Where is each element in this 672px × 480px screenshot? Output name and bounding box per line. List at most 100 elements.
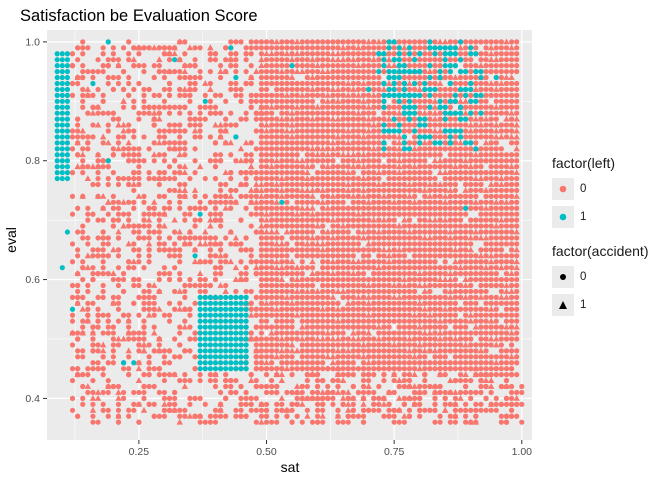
point-2214: [468, 330, 474, 336]
point-3438: [243, 193, 249, 199]
point-1034: [355, 300, 362, 306]
point-956: [345, 110, 351, 116]
point-2835: [182, 140, 188, 146]
point-2792: [120, 276, 127, 283]
point-4595: [411, 395, 418, 402]
point-1108: [360, 175, 367, 181]
point-3654: [110, 383, 116, 390]
point-4593: [309, 395, 316, 402]
point-502: [304, 240, 311, 247]
point-2080: [452, 181, 459, 188]
point-422: [294, 80, 300, 87]
point-2150: [457, 51, 464, 57]
point-2481: [493, 282, 499, 289]
point-405: [294, 181, 300, 188]
point-2232: [468, 217, 474, 223]
point-1804: [427, 241, 433, 247]
point-121: [269, 294, 275, 300]
point-711: [325, 271, 331, 277]
point-925: [345, 299, 352, 306]
point-1137: [366, 336, 372, 342]
point-4402: [401, 412, 408, 419]
point-4093: [110, 51, 116, 57]
point-4108: [141, 330, 147, 336]
point-151: [269, 116, 275, 122]
point-548: [309, 300, 316, 306]
point-4039: [141, 383, 147, 390]
point-373: [289, 68, 295, 75]
point-2682: [514, 354, 520, 360]
point-751: [329, 359, 337, 366]
point-3396: [120, 395, 127, 402]
point-1695: [417, 235, 423, 241]
point-4905: [396, 51, 402, 57]
point-4604: [366, 377, 372, 384]
point-4746: [217, 312, 224, 318]
point-1013: [350, 98, 356, 104]
point-2627: [508, 360, 515, 366]
point-3644: [232, 264, 240, 271]
point-4220: [360, 400, 367, 407]
point-1852: [432, 271, 438, 277]
point-3932: [136, 253, 142, 259]
point-2717: [514, 140, 520, 146]
point-2438: [488, 229, 494, 235]
point-4080: [187, 235, 193, 241]
point-539: [309, 354, 316, 360]
point-4157: [197, 413, 203, 419]
point-1959: [442, 271, 448, 277]
point-2495: [493, 198, 500, 205]
point-2642: [508, 270, 515, 277]
point-2909: [85, 211, 91, 217]
point-2267: [473, 330, 479, 336]
point-4490: [284, 389, 290, 396]
point-4401: [503, 395, 510, 402]
point-908: [340, 74, 346, 81]
point-661: [319, 240, 326, 247]
point-4803: [243, 360, 249, 366]
point-894: [340, 158, 346, 164]
point-656: [320, 271, 326, 277]
point-4290: [330, 401, 336, 407]
point-1155: [366, 223, 372, 229]
point-202: [274, 134, 280, 140]
point-208: [274, 92, 280, 98]
point-3086: [228, 241, 234, 247]
point-2221: [468, 282, 474, 289]
point-4945: [406, 98, 413, 104]
point-2022: [447, 193, 453, 199]
point-3645: [75, 45, 81, 51]
point-4675: [64, 104, 71, 110]
point-329: [288, 347, 296, 354]
point-3827: [248, 395, 254, 402]
point-4601: [284, 413, 290, 419]
point-2248: [468, 116, 474, 122]
point-3712: [253, 116, 259, 122]
point-3594: [182, 146, 188, 152]
point-2651: [508, 217, 515, 223]
point-1880: [431, 97, 439, 104]
point-879: [340, 247, 346, 253]
point-1956: [442, 288, 448, 295]
point-1421: [391, 247, 397, 253]
point-1196: [371, 306, 377, 312]
point-3320: [197, 235, 203, 241]
point-998: [350, 187, 356, 194]
point-1890: [432, 39, 438, 45]
point-3102: [161, 134, 168, 140]
point-1025: [355, 354, 362, 360]
point-1142: [366, 306, 372, 312]
point-3480: [156, 175, 163, 181]
point-185: [274, 235, 280, 241]
point-4834: [417, 116, 423, 122]
point-4655: [59, 92, 65, 98]
point-808: [335, 354, 341, 360]
point-1813: [427, 187, 433, 194]
point-377: [289, 45, 295, 51]
point-701: [324, 329, 331, 336]
point-3929: [95, 324, 101, 330]
point-604: [314, 294, 321, 300]
point-4699: [202, 360, 208, 366]
point-4029: [95, 193, 101, 199]
point-4771: [228, 318, 234, 324]
